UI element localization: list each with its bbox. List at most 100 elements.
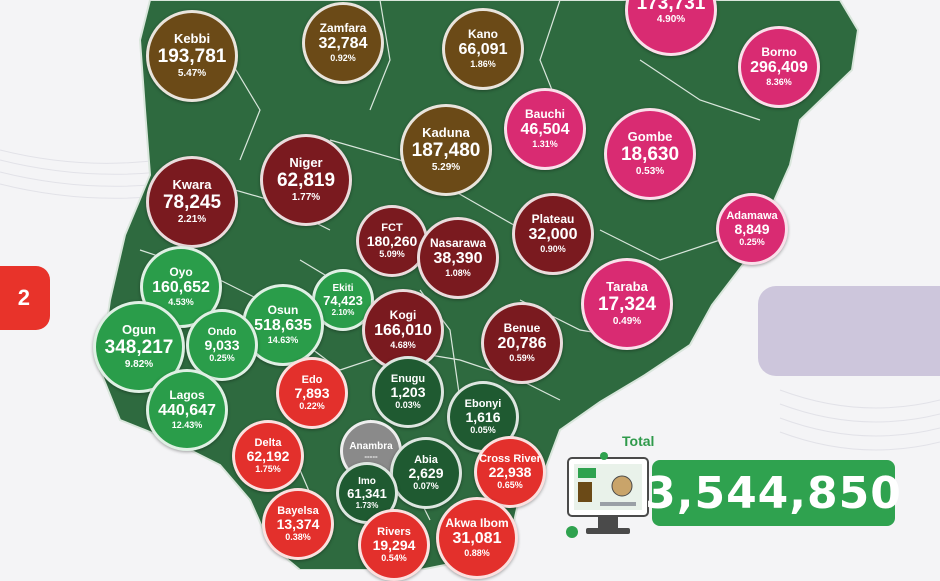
- state-percent: 1.08%: [445, 267, 471, 278]
- state-percent: 8.36%: [766, 76, 792, 87]
- state-bubble[interactable]: Gombe 18,630 0.53%: [604, 108, 696, 200]
- state-bubble[interactable]: Enugu 1,203 0.03%: [372, 356, 444, 428]
- state-bubble[interactable]: FCT 180,260 5.09%: [356, 205, 428, 277]
- state-percent: 0.88%: [464, 547, 490, 558]
- state-value: 78,245: [162, 191, 222, 213]
- state-name: Akwa Ibom: [445, 516, 509, 531]
- state-name: Oyo: [169, 265, 193, 280]
- state-bubble[interactable]: Kano 66,091 1.86%: [442, 8, 524, 90]
- state-value: 348,217: [104, 336, 174, 358]
- state-bubble[interactable]: Edo 7,893 0.22%: [276, 357, 348, 429]
- state-value: 18,630: [620, 143, 680, 165]
- state-value: 166,010: [374, 322, 432, 340]
- state-percent: 1.77%: [291, 191, 321, 203]
- state-bubble[interactable]: Kogi 166,010 4.68%: [362, 289, 444, 371]
- state-name: Abia: [414, 453, 438, 466]
- state-value: 62,819: [276, 169, 336, 191]
- state-bubble[interactable]: Adamawa 8,849 0.25%: [716, 193, 788, 265]
- state-bubble[interactable]: Lagos 440,647 12.43%: [146, 369, 228, 451]
- state-value: 22,938: [488, 463, 532, 480]
- state-bubble[interactable]: Zamfara 32,784 0.92%: [302, 2, 384, 84]
- state-bubble[interactable]: Niger 62,819 1.77%: [260, 134, 352, 226]
- state-value: 38,390: [433, 250, 483, 268]
- state-value: 2,629: [408, 464, 444, 481]
- state-bubble[interactable]: Plateau 32,000 0.90%: [512, 193, 594, 275]
- state-value: 20,786: [497, 335, 547, 353]
- state-value: 19,294: [372, 536, 416, 553]
- state-value: 31,081: [452, 530, 502, 548]
- state-name: Delta: [254, 436, 282, 449]
- state-name: Rivers: [377, 525, 411, 538]
- state-value: 160,652: [152, 279, 210, 297]
- state-value: 1,203: [390, 383, 426, 400]
- state-name: FCT: [381, 221, 403, 234]
- state-bubble[interactable]: Rivers 19,294 0.54%: [358, 509, 430, 581]
- state-value: 32,784: [318, 35, 368, 53]
- state-name: Taraba: [606, 279, 648, 295]
- state-name: Bayelsa: [277, 504, 319, 517]
- state-value: 180,260: [366, 232, 418, 249]
- state-name: Kebbi: [173, 31, 211, 47]
- decorative-pill: [758, 286, 940, 376]
- total-label: Total: [622, 433, 655, 449]
- state-name: Kwara: [172, 177, 212, 193]
- state-bubble[interactable]: Akwa Ibom 31,081 0.88%: [436, 497, 518, 579]
- state-name: Nasarawa: [429, 236, 487, 251]
- state-percent: 4.68%: [390, 339, 416, 350]
- state-value: 66,091: [458, 41, 508, 59]
- state-percent: 0.92%: [330, 52, 356, 63]
- state-percent: 1.31%: [532, 138, 558, 149]
- state-percent: 4.90%: [656, 14, 686, 26]
- state-name: Ebonyi: [464, 397, 502, 410]
- state-bubble[interactable]: Abia 2,629 0.07%: [390, 437, 462, 509]
- state-name: Gombe: [627, 129, 673, 145]
- state-bubble[interactable]: Nasarawa 38,390 1.08%: [417, 217, 499, 299]
- state-value: 17,324: [597, 293, 657, 315]
- state-value: 46,504: [520, 121, 570, 139]
- state-bubble[interactable]: Kebbi 193,781 5.47%: [146, 10, 238, 102]
- state-name: Kaduna: [422, 125, 470, 141]
- state-name: Imo: [358, 475, 376, 487]
- state-bubble[interactable]: Bauchi 46,504 1.31%: [504, 88, 586, 170]
- state-value: 32,000: [528, 226, 578, 244]
- state-value: 62,192: [246, 447, 290, 464]
- state-percent: 5.29%: [431, 161, 461, 173]
- state-name: Ondo: [207, 325, 237, 338]
- state-percent: 9.82%: [124, 358, 154, 370]
- state-name: Cross River: [479, 452, 541, 465]
- state-bubble[interactable]: Benue 20,786 0.59%: [481, 302, 563, 384]
- state-percent: 0.49%: [612, 315, 642, 327]
- state-percent: 0.90%: [540, 243, 566, 254]
- state-bubble[interactable]: Taraba 17,324 0.49%: [581, 258, 673, 350]
- state-percent: 0.05%: [470, 425, 496, 436]
- state-percent: 4.53%: [168, 296, 194, 307]
- state-percent: 5.09%: [379, 249, 405, 260]
- state-percent: 0.54%: [381, 553, 407, 564]
- state-percent: 1.75%: [255, 464, 281, 475]
- state-name: Bauchi: [524, 107, 565, 122]
- state-percent: 1.86%: [470, 58, 496, 69]
- state-bubble[interactable]: Kwara 78,245 2.21%: [146, 156, 238, 248]
- state-value: 8,849: [734, 220, 770, 237]
- state-value: 193,781: [157, 45, 227, 67]
- state-bubble[interactable]: Cross River 22,938 0.65%: [474, 436, 546, 508]
- state-bubble[interactable]: Ondo 9,033 0.25%: [186, 309, 258, 381]
- state-value: 9,033: [204, 336, 240, 353]
- state-value: 61,341: [347, 485, 387, 501]
- state-name: Niger: [289, 155, 323, 171]
- state-percent: 0.25%: [209, 353, 235, 364]
- state-name: Kano: [468, 27, 498, 42]
- state-name: Plateau: [531, 212, 575, 227]
- state-name: Anambra: [349, 440, 393, 452]
- state-bubble[interactable]: Bayelsa 13,374 0.38%: [262, 488, 334, 560]
- state-percent: 0.22%: [299, 401, 325, 412]
- state-percent: 0.59%: [509, 352, 535, 363]
- state-value: 173,731: [636, 0, 706, 14]
- state-value: 74,423: [323, 292, 363, 308]
- state-bubble[interactable]: Kaduna 187,480 5.29%: [400, 104, 492, 196]
- state-percent: 2.10%: [331, 307, 355, 317]
- state-percent: 1.73%: [355, 500, 379, 510]
- state-bubble[interactable]: Delta 62,192 1.75%: [232, 420, 304, 492]
- state-bubble[interactable]: Borno 296,409 8.36%: [738, 26, 820, 108]
- state-percent: 14.63%: [267, 334, 299, 345]
